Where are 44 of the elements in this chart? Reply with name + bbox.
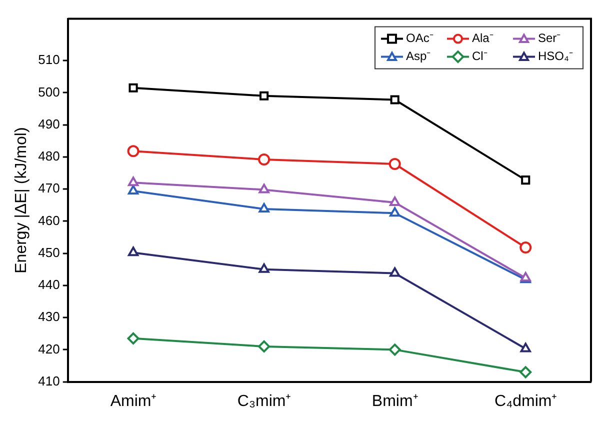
legend-label: Ala⁻ — [472, 31, 494, 46]
y-tick-label: 440 — [38, 277, 60, 292]
y-tick-label: 450 — [38, 244, 60, 260]
point — [258, 202, 270, 212]
point — [390, 196, 400, 206]
point — [128, 176, 139, 186]
point — [390, 267, 400, 277]
y-tick-label: 500 — [38, 84, 60, 100]
point — [521, 176, 530, 185]
y-tick-label: 470 — [38, 180, 60, 196]
point — [258, 340, 270, 352]
point — [128, 246, 139, 256]
y-tick-label: 490 — [38, 116, 60, 132]
x-tick-label: C₄dmim⁺ — [494, 392, 557, 410]
legend-label: OAc⁻ — [406, 31, 434, 46]
point — [388, 344, 401, 356]
legend-label: Ser⁻ — [538, 31, 561, 46]
legend-label: Cl⁻ — [472, 49, 488, 64]
x-tick-label: Amim⁺ — [110, 392, 156, 410]
y-tick-label: 460 — [38, 212, 60, 228]
point — [258, 263, 270, 273]
point — [390, 95, 400, 104]
y-axis-title: Energy |ΔE| (kJ/mol) — [13, 127, 30, 274]
point — [128, 184, 139, 194]
point — [520, 342, 531, 352]
legend-label: Asp⁻ — [406, 49, 431, 64]
point — [127, 332, 140, 344]
legend-label: HSO₄⁻ — [538, 49, 573, 64]
x-tick-label: Bmim⁺ — [372, 392, 418, 410]
point — [388, 158, 401, 170]
point — [127, 145, 140, 158]
point — [390, 207, 400, 217]
point — [258, 184, 270, 194]
y-tick-label: 430 — [38, 309, 60, 324]
y-tick-label: 420 — [38, 341, 60, 356]
point — [260, 91, 269, 100]
y-tick-label: 510 — [38, 52, 60, 68]
point — [258, 154, 270, 166]
y-tick-label: 480 — [38, 148, 60, 164]
point — [520, 242, 532, 254]
y-tick-label: 410 — [38, 373, 60, 388]
x-tick-label: C₃mim⁺ — [237, 392, 291, 410]
point — [520, 366, 532, 378]
point — [128, 83, 138, 92]
